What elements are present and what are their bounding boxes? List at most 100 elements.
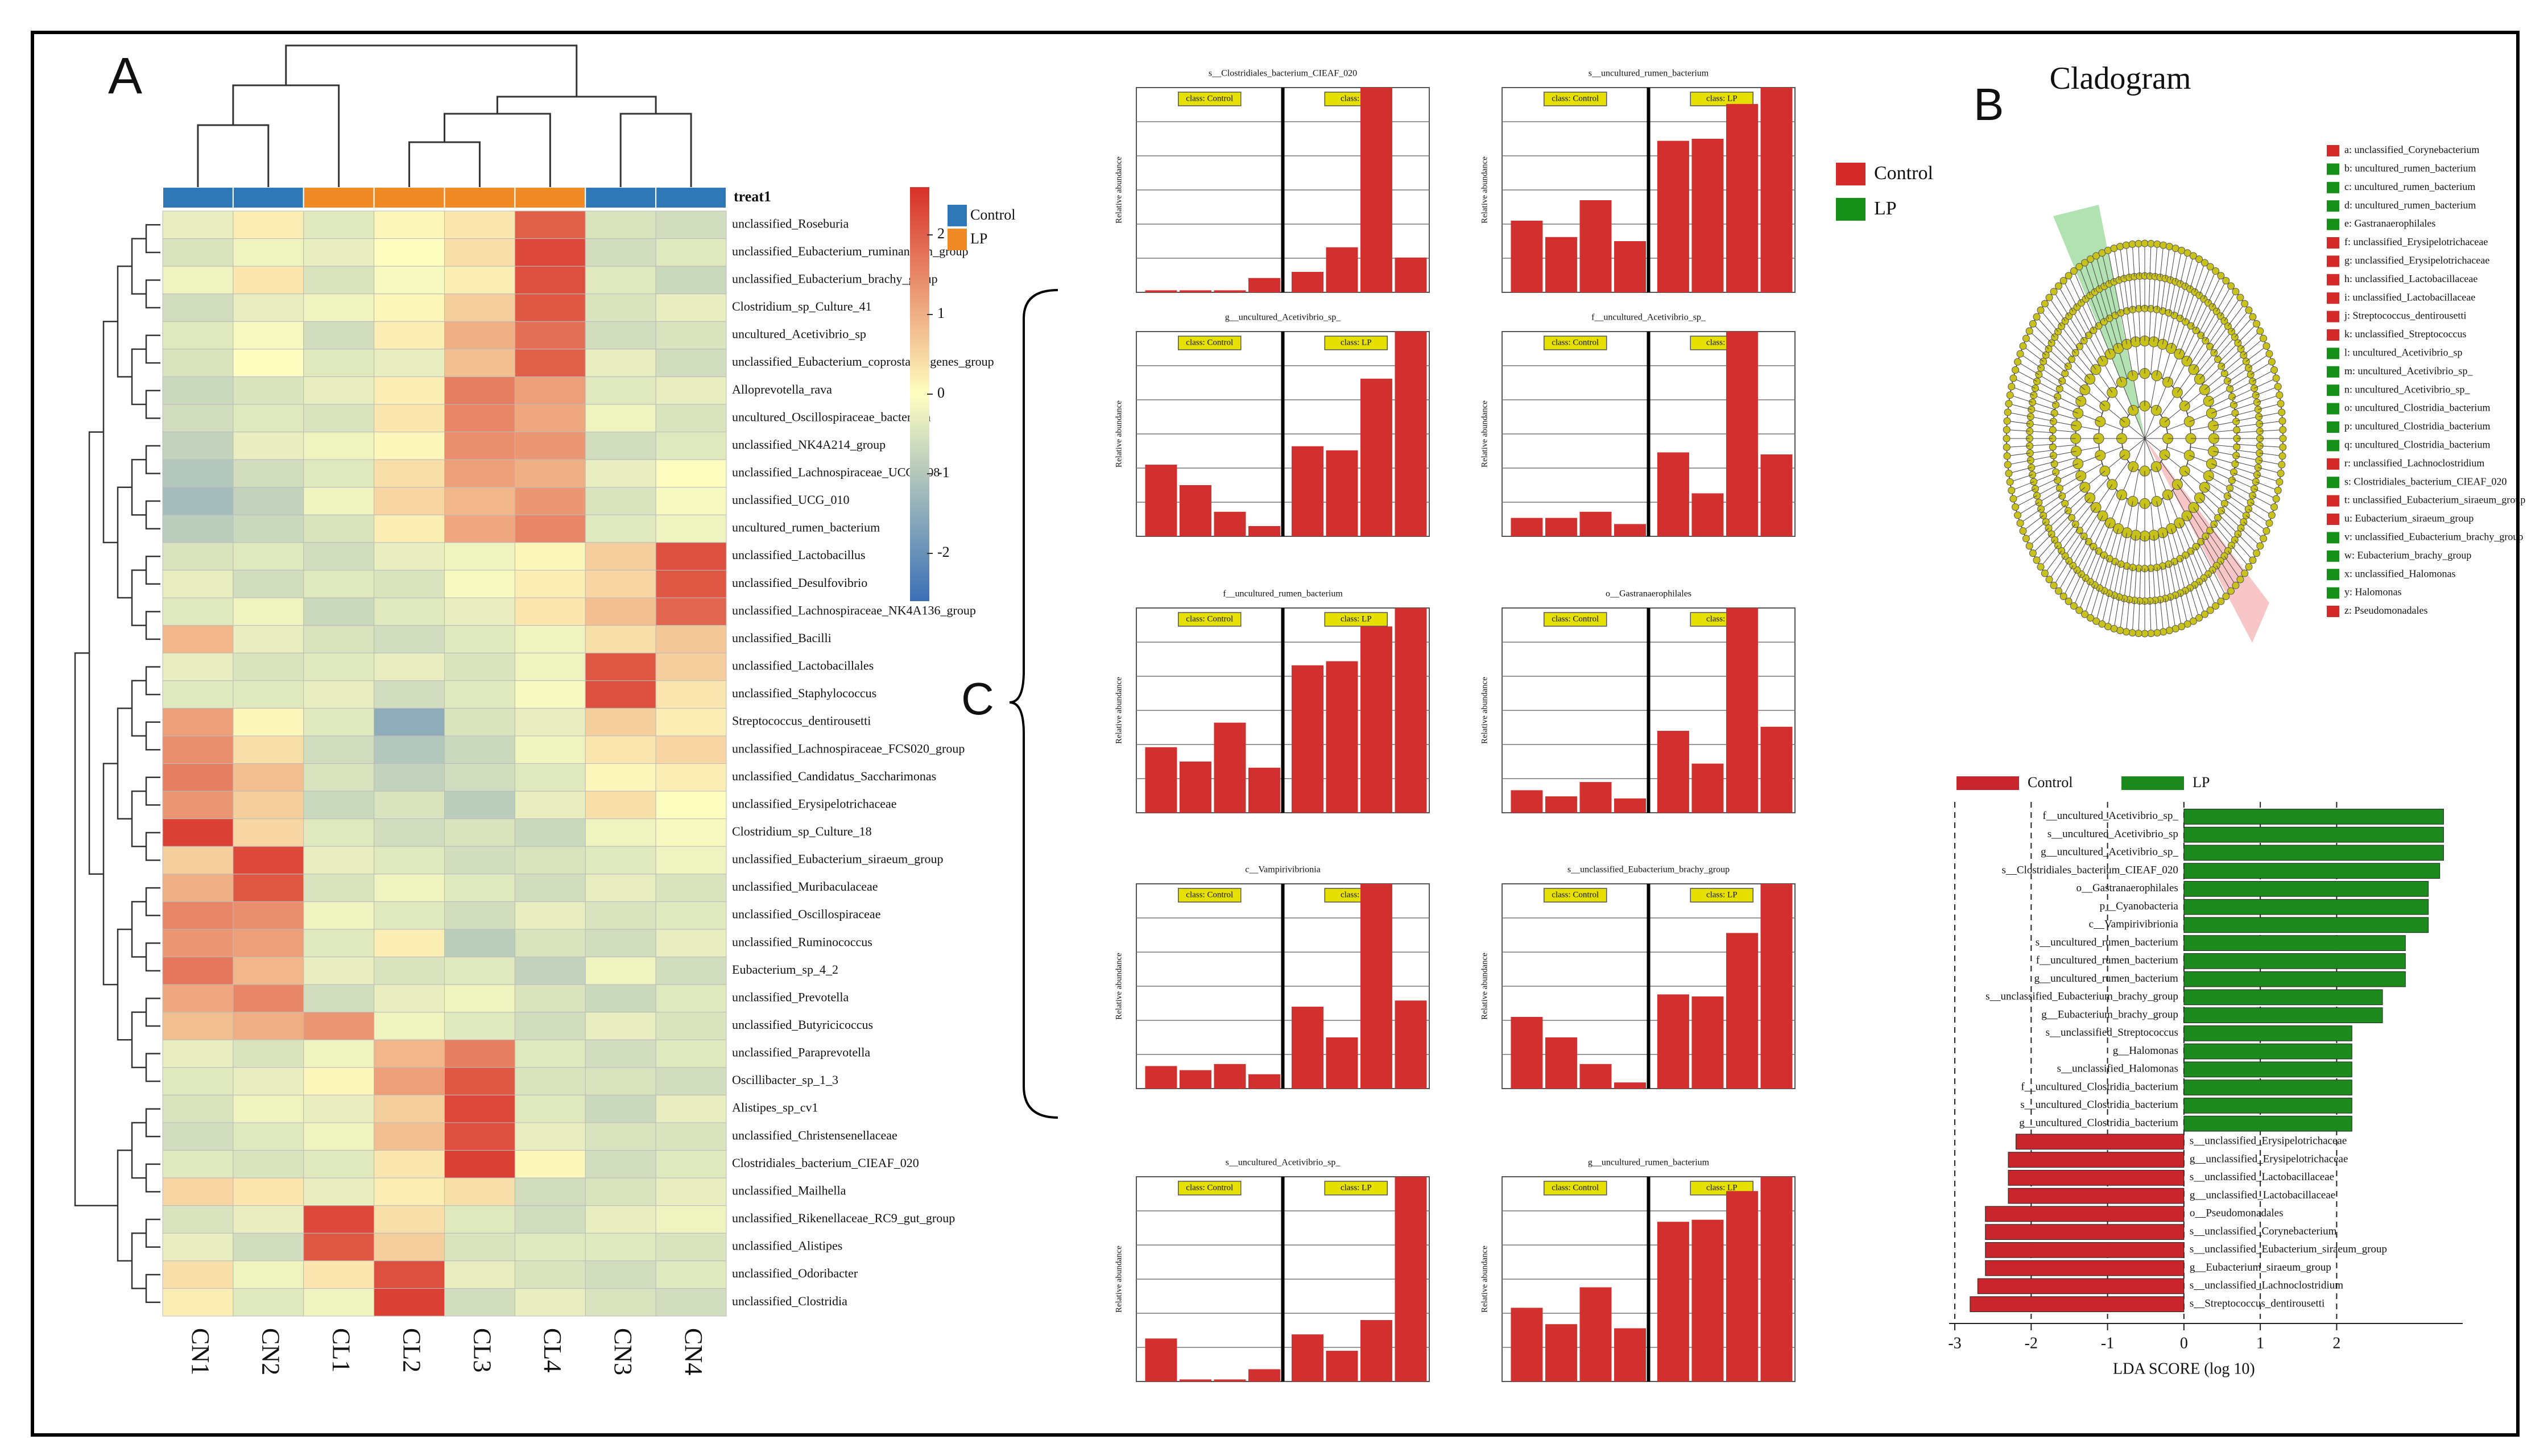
cladogram-node (2086, 255, 2094, 263)
cladogram-branch (2227, 303, 2245, 326)
cladogram-branch (2090, 588, 2100, 618)
cladogram-node (2222, 277, 2230, 285)
row-label: unclassified_Paraprevotella (732, 1045, 870, 1060)
heatmap-cell (514, 321, 586, 350)
cladogram-branch (2108, 284, 2117, 315)
legend-swatch (2327, 550, 2339, 562)
heatmap-cell (374, 1094, 445, 1123)
heatmap-cell (233, 735, 304, 764)
cladogram-branch (2175, 526, 2186, 556)
cladogram-branch (2120, 313, 2128, 345)
heatmap-cell (303, 569, 375, 598)
heatmap-cell (162, 735, 234, 764)
cladogram-branch (2139, 276, 2141, 309)
cladogram-node (2223, 377, 2231, 385)
cladogram-branch (2062, 481, 2083, 497)
cladogram-branch (2250, 361, 2272, 375)
heatmap-cell (303, 957, 375, 985)
bar (1579, 1287, 1612, 1381)
cladogram-node (2052, 401, 2060, 409)
cladogram-branch (2065, 487, 2086, 504)
cladogram-branch (2096, 255, 2105, 287)
cladogram-node (2075, 342, 2083, 350)
class-label: class: Control (1552, 614, 1599, 623)
cladogram-branch (2054, 519, 2073, 540)
heatmap-cell (162, 1205, 234, 1234)
row-label: unclassified_Eubacterium_coprostanoligen… (732, 354, 994, 369)
cladogram-node (2135, 630, 2142, 638)
cladogram-branch (2257, 474, 2280, 482)
heatmap-cell (303, 1232, 375, 1261)
bar (1511, 221, 1543, 292)
heatmap-cell (233, 1260, 304, 1289)
cladogram-branch (2038, 489, 2061, 503)
row-label: Clostridium_sp_Culture_18 (732, 824, 872, 838)
heatmap-cell (444, 1012, 515, 1040)
heatmap-cell (585, 818, 656, 847)
cladogram-branch (2134, 568, 2137, 601)
heatmap-cell (585, 569, 656, 598)
heatmap-cell (514, 210, 586, 239)
row-label: unclassified_Erysipelotrichaceae (732, 796, 897, 810)
heatmap-cell (303, 1122, 375, 1151)
cladogram-branch (2186, 335, 2202, 362)
class-label: class: Control (1186, 614, 1233, 623)
heatmap-cell (585, 957, 656, 985)
cladogram-branch (2173, 284, 2181, 315)
heatmap-cell (162, 266, 234, 295)
legend-swatch (2327, 495, 2339, 507)
heatmap-cell (303, 293, 375, 322)
cladogram-branch (2149, 308, 2152, 341)
heatmap-cell (374, 1232, 445, 1261)
cladogram-branch (2196, 352, 2215, 375)
heatmap-cell (514, 874, 586, 902)
chart-title: g__uncultured_rumen_bacterium (1588, 1158, 1710, 1168)
cladogram-branch (2040, 545, 2058, 567)
legend-swatch (2327, 569, 2339, 581)
heatmap-cell (162, 459, 234, 488)
cladogram-node (2197, 537, 2205, 545)
heatmap-cell (514, 487, 586, 515)
dendrogram-link (74, 652, 118, 1206)
heatmap-cell (585, 1150, 656, 1178)
cladogram-node (2128, 629, 2136, 637)
group-annotation (232, 187, 304, 209)
cladogram-branch (2048, 349, 2069, 367)
cladogram-branch (2015, 370, 2037, 382)
heatmap-cell (444, 818, 515, 847)
group-annotation (514, 187, 586, 209)
heatmap-cell (303, 652, 375, 681)
bar (1760, 88, 1793, 292)
bar (1511, 1017, 1543, 1089)
heatmap-cell (585, 376, 656, 405)
cladogram-node (2268, 511, 2276, 519)
cladogram-branch (2198, 307, 2213, 334)
cladogram-branch (2075, 502, 2094, 525)
cladogram-branch (2153, 276, 2156, 309)
cladogram-branch (2229, 489, 2251, 503)
cladogram-branch (2051, 342, 2071, 362)
cladogram-node (2260, 334, 2268, 342)
heatmap-cell (233, 542, 304, 570)
cladogram-branch (2124, 278, 2129, 311)
bar (1985, 1206, 2185, 1222)
column-label: CN2 (257, 1328, 285, 1375)
chart-title: s__unclassified_Eubacterium_brachy_group (1567, 865, 1730, 875)
legend-label: c: uncultured_rumen_bacterium (2344, 181, 2475, 192)
cladogram-node (2061, 499, 2069, 507)
cladogram-node (2212, 267, 2220, 275)
cladogram-branch (2179, 325, 2191, 354)
cladogram-branch (2226, 361, 2247, 378)
legend-label: d: uncultured_rumen_bacterium (2344, 199, 2476, 210)
cladogram-branch (2077, 307, 2091, 334)
column-label: CL1 (328, 1328, 355, 1372)
colorbar-tick-label: 1 (937, 305, 945, 321)
bar (1657, 452, 1689, 536)
row-label: unclassified_Candidatus_Saccharimonas (732, 769, 936, 783)
cladogram-node (2214, 355, 2222, 363)
heatmap-cell (303, 984, 375, 1013)
cladogram-node (2214, 514, 2222, 522)
cladogram-branch (2154, 244, 2158, 277)
bar (1726, 608, 1758, 813)
heatmap-cell (514, 1232, 586, 1261)
